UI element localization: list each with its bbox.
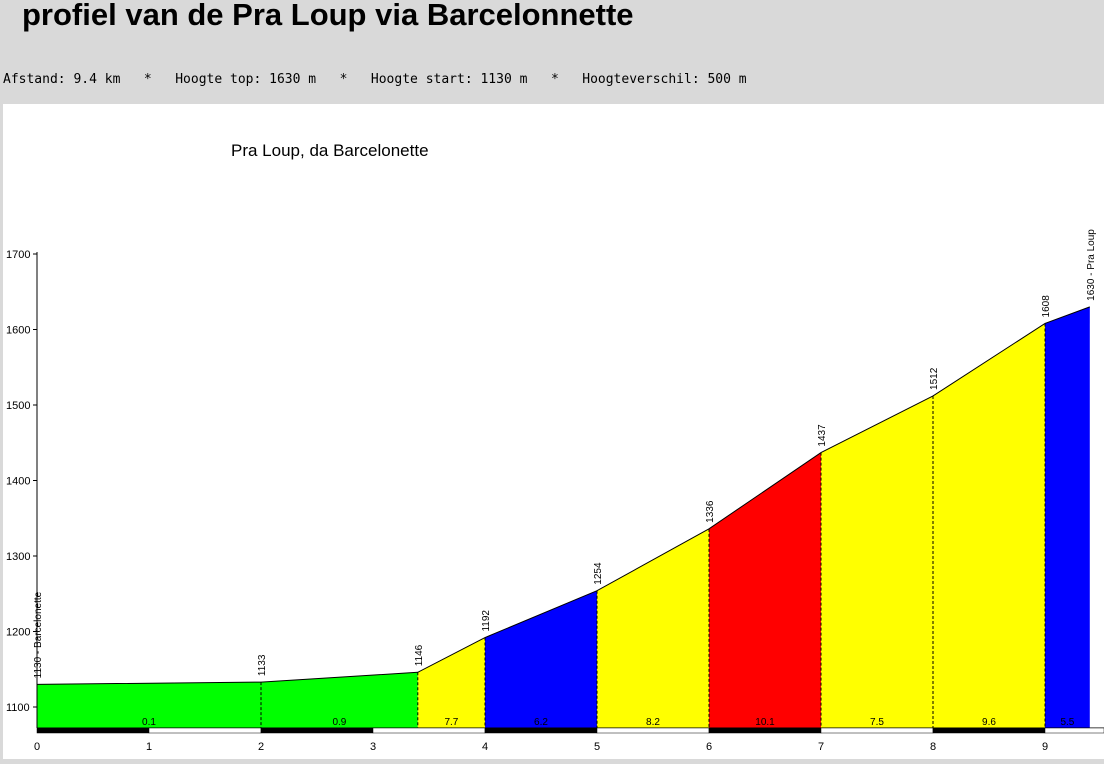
stat-separator: * [550, 72, 559, 87]
segment-gradient-label: 0.1 [142, 717, 156, 728]
x-tick-label: 1 [146, 741, 152, 753]
km-bar-block [708, 727, 822, 734]
profile-segment [37, 682, 261, 728]
km-bar-block [932, 727, 1046, 734]
stat-separator: * [143, 72, 152, 87]
elevation-label: 1608 [1041, 295, 1052, 318]
stat-distance-value: 9.4 km [73, 72, 121, 87]
x-tick-label: 6 [706, 741, 712, 753]
page-header: profiel van de Pra Loup via Barcelonnett… [0, 0, 1104, 104]
profile-segment [709, 452, 821, 728]
profile-segment [933, 323, 1045, 728]
y-tick-label: 1500 [6, 400, 30, 412]
elevation-label: 1336 [705, 500, 716, 523]
elevation-label: 1512 [929, 367, 940, 390]
profile-segment [261, 672, 418, 728]
x-tick-label: 4 [482, 741, 488, 753]
x-tick-label: 3 [370, 741, 376, 753]
y-tick-label: 1400 [6, 476, 30, 488]
stat-top-value: 1630 m [269, 72, 317, 87]
y-tick-label: 1100 [6, 702, 30, 714]
km-bar-block [36, 727, 150, 734]
x-tick-label: 5 [594, 741, 600, 753]
segment-gradient-label: 7.7 [444, 717, 458, 728]
km-bar-block [596, 727, 710, 734]
segment-gradient-label: 8.2 [646, 717, 660, 728]
x-tick-label: 9 [1042, 741, 1048, 753]
elevation-label: 1630 - Pra Loup [1086, 229, 1097, 301]
segment-gradient-label: 7.5 [870, 717, 884, 728]
x-tick-label: 7 [818, 741, 824, 753]
elevation-label: 1437 [817, 424, 828, 447]
page-title: profiel van de Pra Loup via Barcelonnett… [22, 0, 634, 32]
km-bar-block [260, 727, 374, 734]
y-tick-label: 1700 [6, 249, 30, 261]
y-tick-label: 1200 [6, 627, 30, 639]
profile-segment [485, 590, 597, 728]
elevation-profile-chart: 1130 - Barcelonette 1133 11461192125413361… [6, 141, 1104, 753]
segment-gradient-label: 5.5 [1060, 717, 1074, 728]
stat-start-label: Hoogte start: [370, 72, 473, 87]
profile-segment [1045, 306, 1090, 728]
km-bar-block [820, 727, 934, 734]
km-bar-block [484, 727, 598, 734]
elevation-label: 1130 - Barcelonette [33, 591, 44, 678]
stat-distance-label: Afstand: [3, 72, 66, 87]
elevation-label: 1146 [414, 644, 425, 666]
profile-line [36, 306, 1090, 685]
elevation-label: 1254 [593, 562, 604, 585]
km-bar-block [1044, 727, 1104, 734]
segment-gradient-label: 9.6 [982, 717, 996, 728]
elevation-label: 1192 [481, 610, 492, 632]
elevation-label: 1133 [257, 654, 268, 676]
stat-top-label: Hoogte top: [175, 72, 262, 87]
x-tick-label: 0 [34, 741, 40, 753]
chart-panel: 1130 - Barcelonette 1133 1146 1192 1254 1336 1… [3, 104, 1104, 759]
profile-segment [821, 395, 933, 728]
segment-gradient-label: 6.2 [534, 717, 548, 728]
profile-segment [597, 528, 709, 728]
segment-gradient-label: 10.1 [755, 717, 775, 728]
x-tick-label: 8 [930, 741, 936, 753]
stat-separator: * [339, 72, 348, 87]
y-tick-label: 1600 [6, 325, 30, 337]
stat-diff-label: Hoogteverschil: [582, 72, 700, 87]
x-tick-label: 2 [258, 741, 264, 753]
chart-title: Pra Loup, da Barcelonette [231, 141, 429, 160]
segment-gradient-label: 0.9 [332, 717, 346, 728]
km-bar-block [372, 727, 486, 734]
stats-line: Afstand: 9.4 km * Hoogte top: 1630 m * H… [3, 72, 747, 87]
y-tick-label: 1300 [6, 551, 30, 563]
stat-start-value: 1130 m [480, 72, 528, 87]
km-bar-block [148, 727, 262, 734]
profile-segment [417, 637, 485, 728]
stat-diff-value: 500 m [707, 72, 747, 87]
